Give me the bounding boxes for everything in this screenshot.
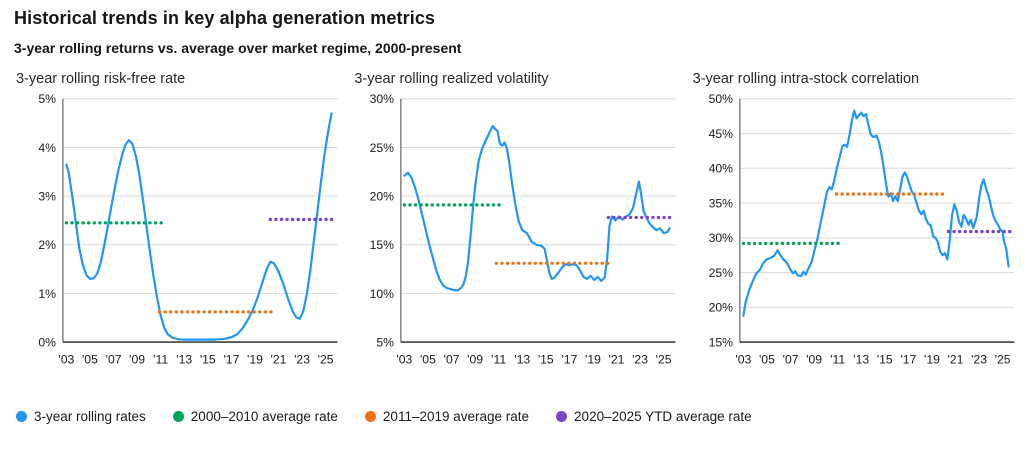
legend-label: 2011–2019 average rate [382,409,530,425]
x-tick-label: '21 [609,353,625,367]
x-tick-label: '13 [515,353,531,367]
legend-item-2020-2025-average: 2020–2025 YTD average rate [556,409,752,424]
x-tick-label: '05 [82,353,98,367]
legend-label: 2020–2025 YTD average rate [574,409,752,425]
legend-item-2011-2019-average: 2011–2019 average rate [364,409,530,425]
legend-item-2000-2010-average: 2000–2010 average rate [172,409,338,425]
y-tick-label: 50% [708,92,733,106]
y-tick-label: 15% [708,335,733,349]
y-tick-label: 20% [708,301,733,315]
rolling-rates-line [65,112,333,341]
legend-dot-orange-icon [364,411,376,423]
x-tick-label: '11 [830,353,845,367]
x-tick-label: '09 [129,353,145,367]
header: Historical trends in key alpha generatio… [14,8,1019,56]
chart-title: 3-year rolling realized volatility [354,71,549,87]
x-tick-label: '21 [271,353,287,367]
x-tick-label: '23 [971,353,987,367]
y-tick-label: 4% [38,141,56,155]
legend-dot-green-icon [172,411,184,423]
realized-volatility-chart: 5% 10% 15% 20% 25% 30% '03 '05 '07 '09 '11 '13 '15 '1… [370,92,677,367]
x-tick-label: '05 [420,353,436,367]
legend-item-rolling-rates: 3-year rolling rates [16,409,146,424]
risk-free-rate-chart: 0% 1% 2% 3% 4% 5% '03 '05 '07 '09 '11 '13 '15 '17 '19 '… [38,92,338,367]
chart-panel-realized-volatility: 3-year rolling realized volatility 5% 10%… [352,71,680,383]
x-tick-label: '19 [924,353,940,367]
legend-label: 2000–2010 average rate [190,409,338,425]
x-tick-label: '15 [200,353,216,367]
y-tick-label: 0% [38,335,56,349]
y-tick-label: 10% [370,287,395,301]
y-tick-label: 25% [708,266,733,280]
legend-label: 3-year rolling rates [34,409,146,425]
x-tick-label: '25 [318,353,334,367]
x-tick-label: '07 [444,353,460,367]
x-tick-label: '23 [632,353,648,367]
x-tick-label: '03 [735,353,751,367]
x-tick-label: '17 [562,353,578,367]
legend-dot-purple-icon [556,411,568,423]
y-tick-label: 25% [370,141,395,155]
x-tick-label: '03 [397,353,413,367]
x-tick-label: '19 [585,353,601,367]
rolling-rates-line [403,124,672,292]
chart-title: 3-year rolling risk-free rate [16,71,186,87]
page-root: Historical trends in key alpha generatio… [14,8,1019,424]
x-tick-label: '09 [806,353,822,367]
x-tick-label: '03 [58,353,74,367]
charts-row: 3-year rolling risk-free rate 0% 1% 2% 3% 4%… [14,71,1019,383]
legend-dot-blue-icon [16,411,27,423]
x-tick-label: '07 [106,353,122,367]
y-tick-label: 5% [38,92,56,106]
x-tick-label: '05 [759,353,775,367]
x-tick-label: '19 [247,353,263,367]
x-tick-label: '17 [900,353,916,367]
intra-stock-correlation-chart: 15% 20% 25% 30% 35% 40% 45% 50% '03 '05 '07 '09 '11 '… [708,92,1015,367]
chart-panel-risk-free-rate: 3-year rolling risk-free rate 0% 1% 2% 3% 4%… [14,71,342,383]
y-tick-label: 2% [38,238,56,252]
x-tick-label: '11 [492,353,507,367]
x-tick-label: '23 [294,353,310,367]
x-tick-label: '25 [994,353,1010,367]
x-tick-label: '15 [876,353,892,367]
x-tick-label: '13 [176,353,192,367]
chart-legend: 3-year rolling rates 2000–2010 average r… [14,409,1019,424]
y-tick-label: 15% [370,238,395,252]
x-tick-label: '25 [656,353,672,367]
x-tick-label: '09 [467,353,483,367]
rolling-rates-line [741,109,1010,317]
x-tick-label: '15 [538,353,554,367]
y-tick-label: 3% [38,190,56,204]
x-tick-label: '13 [853,353,869,367]
x-tick-label: '17 [223,353,239,367]
y-tick-label: 40% [708,162,733,176]
y-tick-label: 30% [370,92,395,106]
y-tick-label: 45% [708,127,733,141]
page-title: Historical trends in key alpha generatio… [14,8,436,28]
chart-panel-intra-stock-correlation: 3-year rolling intra-stock correlation 1… [691,71,1019,383]
x-tick-label: '07 [782,353,798,367]
y-tick-label: 1% [38,287,56,301]
x-tick-label: '21 [947,353,963,367]
y-tick-label: 20% [370,190,395,204]
y-tick-label: 35% [708,196,733,210]
y-tick-label: 5% [377,335,395,349]
y-tick-label: 30% [708,231,733,245]
x-tick-label: '11 [153,353,168,367]
page-subtitle: 3-year rolling returns vs. average over … [14,40,462,56]
chart-title: 3-year rolling intra-stock correlation [692,71,920,87]
